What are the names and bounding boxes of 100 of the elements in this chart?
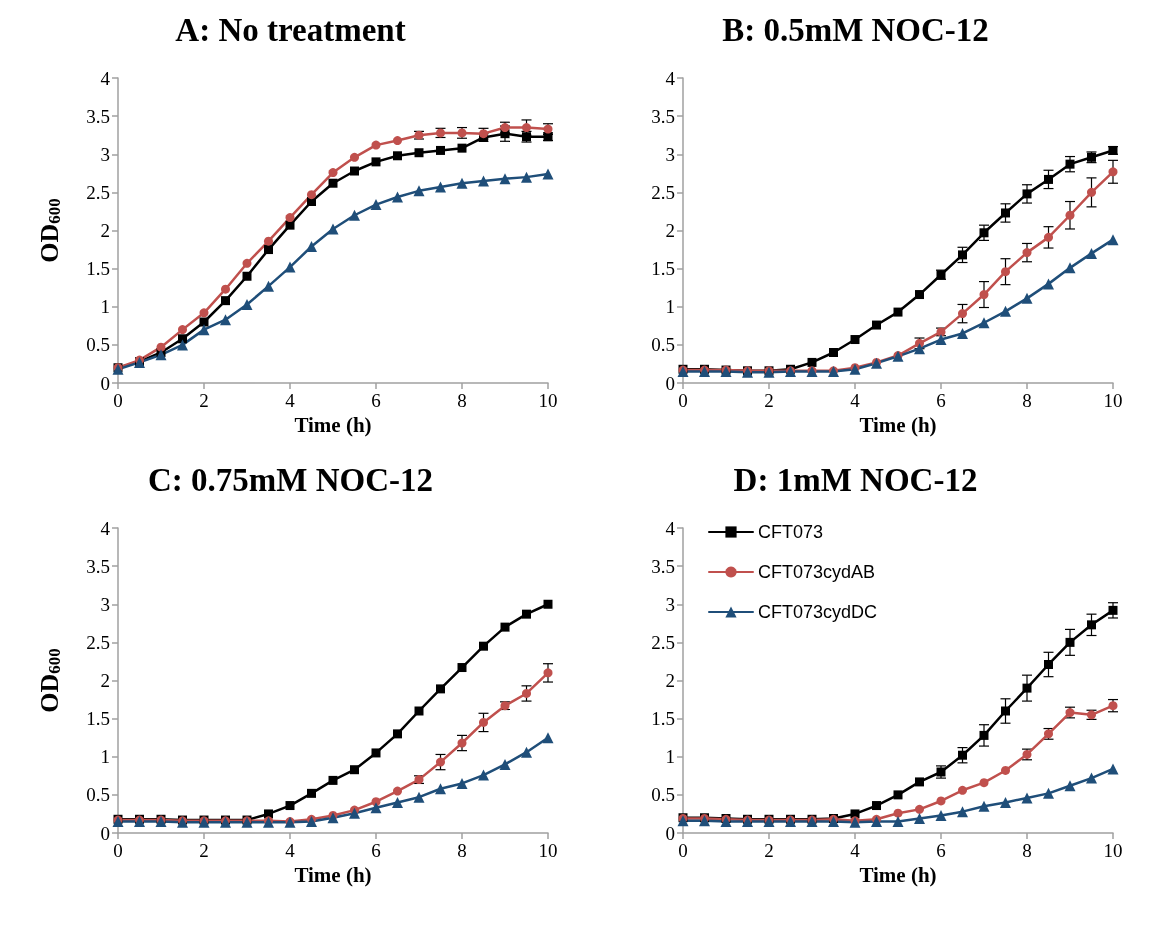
point <box>392 191 403 203</box>
x-tick-label: 6 <box>371 840 381 861</box>
y-tick-label: 2 <box>100 220 110 241</box>
point <box>1064 780 1076 792</box>
y-tick-label: 1.5 <box>651 258 675 280</box>
y-tick-label: 0 <box>100 372 110 394</box>
point <box>935 334 947 346</box>
y-tick-label: 1.5 <box>86 708 110 730</box>
x-tick-label: 6 <box>936 390 946 411</box>
point <box>1021 792 1033 804</box>
point <box>1001 765 1010 775</box>
x-tick-label: 6 <box>371 390 381 411</box>
point <box>979 228 989 238</box>
point <box>285 801 295 811</box>
point <box>543 668 553 678</box>
legend-label: CFT073cydDC <box>758 602 878 622</box>
point <box>978 800 990 812</box>
point <box>371 157 381 167</box>
point <box>393 136 402 146</box>
x-tick-label: 2 <box>199 390 209 411</box>
point <box>393 786 402 796</box>
point <box>242 271 252 281</box>
point <box>893 790 903 800</box>
point <box>499 758 511 770</box>
y-tick-label: 3 <box>100 593 110 615</box>
point <box>1022 683 1032 693</box>
point <box>1086 247 1097 259</box>
point <box>1087 187 1096 197</box>
x-tick-label: 10 <box>1103 390 1123 411</box>
point <box>285 220 295 230</box>
point <box>306 241 317 253</box>
point <box>457 663 467 673</box>
point <box>307 190 316 200</box>
x-axis-title: Time (h) <box>294 413 372 438</box>
chart-title: D: 1mM NOC-12 <box>733 461 978 498</box>
point <box>893 307 903 317</box>
point <box>543 599 553 609</box>
y-tick-label: 0 <box>100 822 110 844</box>
x-tick-label: 10 <box>538 390 558 411</box>
point <box>285 213 295 223</box>
point <box>807 357 817 367</box>
point <box>542 168 554 180</box>
point <box>393 729 402 739</box>
x-tick-label: 8 <box>1022 390 1032 411</box>
chart-title: C: 0.75mM NOC-12 <box>147 461 434 498</box>
point <box>914 343 925 355</box>
point <box>1107 234 1119 246</box>
point <box>370 802 382 814</box>
x-tick-label: 2 <box>764 390 774 411</box>
y-tick-label: 4 <box>665 517 676 539</box>
y-tick-label: 4 <box>100 67 111 89</box>
chart-title: B: 0.5mM NOC-12 <box>722 11 989 48</box>
y-tick-label: 0 <box>665 372 675 394</box>
point <box>1001 706 1010 716</box>
point <box>978 317 990 329</box>
point <box>522 123 531 133</box>
y-tick-label: 1.5 <box>651 708 675 730</box>
point <box>178 334 187 344</box>
x-axis-title: Time (h) <box>859 413 937 438</box>
point <box>958 750 967 760</box>
y-tick-label: 2.5 <box>651 631 675 653</box>
point <box>371 140 381 150</box>
point <box>456 777 468 789</box>
legend-label: CFT073cydAB <box>758 562 876 582</box>
point <box>892 816 904 828</box>
x-tick-label: 6 <box>936 840 946 861</box>
point <box>872 320 881 330</box>
x-tick-label: 2 <box>199 840 209 861</box>
point <box>370 199 382 211</box>
point <box>936 796 946 806</box>
point <box>957 806 968 818</box>
x-axis-title: Time (h) <box>859 863 937 888</box>
point <box>435 783 446 795</box>
y-tick-label: 3 <box>665 143 675 165</box>
y-tick-label: 2.5 <box>86 631 110 653</box>
point <box>871 816 882 828</box>
point <box>958 785 967 795</box>
y-tick-label: 3 <box>665 593 675 615</box>
y-tick-label: 0.5 <box>651 334 675 356</box>
point <box>392 797 403 808</box>
point <box>349 209 360 221</box>
y-tick-label: 1 <box>665 746 675 768</box>
point <box>371 748 381 758</box>
y-tick-label: 2 <box>665 220 675 241</box>
y-tick-label: 1 <box>665 296 675 318</box>
point <box>479 641 488 651</box>
y-tick-label: 2 <box>100 670 110 691</box>
point <box>350 152 359 162</box>
point <box>872 801 881 811</box>
x-tick-label: 4 <box>850 840 861 861</box>
x-tick-label: 2 <box>764 840 774 861</box>
point <box>521 746 532 758</box>
point <box>328 775 338 785</box>
x-tick-label: 4 <box>850 390 861 411</box>
point <box>1065 159 1075 169</box>
y-tick-label: 0.5 <box>86 784 110 806</box>
point <box>1107 763 1119 775</box>
point <box>1001 208 1010 218</box>
point <box>1021 292 1033 304</box>
point <box>327 223 339 235</box>
